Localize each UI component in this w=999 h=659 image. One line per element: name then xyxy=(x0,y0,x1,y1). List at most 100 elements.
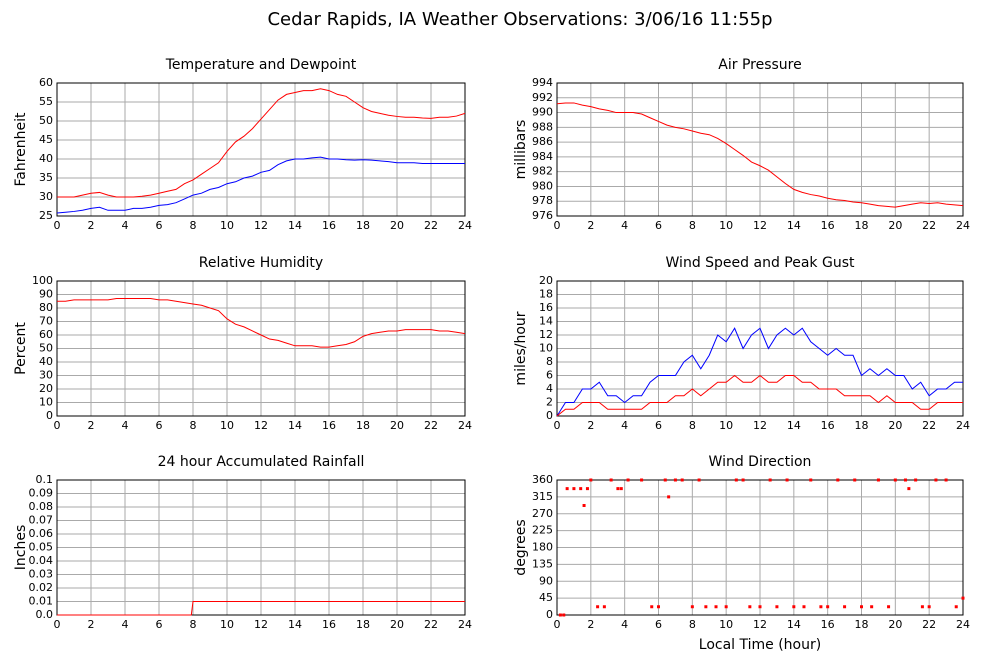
data-point xyxy=(792,605,796,609)
chart-title: Temperature and Dewpoint xyxy=(165,57,357,73)
chart-title: Wind Direction xyxy=(709,454,812,470)
x-tick-label: 8 xyxy=(190,219,197,232)
data-point xyxy=(768,478,772,482)
plot-frame xyxy=(556,479,964,616)
y-tick-label: 10 xyxy=(539,342,553,355)
chart-title: 24 hour Accumulated Rainfall xyxy=(158,454,365,470)
y-tick-label: 50 xyxy=(39,114,53,127)
x-tick-label: 10 xyxy=(719,419,733,432)
x-axis-label: Local Time (hour) xyxy=(699,637,821,653)
x-tick-label: 22 xyxy=(922,419,936,432)
data-line xyxy=(556,327,963,417)
x-tick-label: 2 xyxy=(88,618,95,631)
x-tick-label: 0 xyxy=(554,219,561,232)
x-tick-label: 12 xyxy=(753,618,767,631)
data-point xyxy=(579,487,583,491)
data-point xyxy=(704,605,708,609)
plot-frame xyxy=(556,280,964,417)
x-tick-label: 18 xyxy=(855,219,869,232)
data-point xyxy=(876,478,880,482)
data-point xyxy=(785,478,789,482)
y-tick-label: 50 xyxy=(39,342,53,355)
x-tick-label: 8 xyxy=(190,618,197,631)
y-tick-label: 978 xyxy=(532,194,553,207)
data-point xyxy=(853,478,857,482)
x-tick-label: 24 xyxy=(458,618,472,631)
x-tick-label: 6 xyxy=(156,618,163,631)
y-tick-label: 40 xyxy=(39,152,53,165)
data-point xyxy=(887,605,891,609)
x-tick-label: 4 xyxy=(621,219,628,232)
data-point xyxy=(562,613,566,617)
x-tick-label: 10 xyxy=(719,618,733,631)
y-tick-label: 360 xyxy=(532,473,553,486)
y-tick-label: 30 xyxy=(39,190,53,203)
x-tick-label: 0 xyxy=(54,618,61,631)
y-tick-label: 35 xyxy=(39,171,53,184)
x-tick-label: 10 xyxy=(220,618,234,631)
y-tick-label: 16 xyxy=(539,301,553,314)
data-point xyxy=(558,613,562,617)
x-tick-label: 18 xyxy=(356,618,370,631)
data-point xyxy=(714,605,718,609)
x-tick-label: 0 xyxy=(54,419,61,432)
x-tick-label: 12 xyxy=(753,219,767,232)
chart-title: Air Pressure xyxy=(718,57,801,73)
x-tick-label: 20 xyxy=(390,219,404,232)
y-tick-label: 0.02 xyxy=(29,581,54,594)
data-point xyxy=(914,478,918,482)
data-point xyxy=(775,605,779,609)
data-point xyxy=(961,596,965,600)
y-tick-label: 0.1 xyxy=(36,473,54,486)
y-tick-label: 20 xyxy=(539,274,553,287)
data-point xyxy=(934,478,938,482)
y-tick-label: 0.04 xyxy=(29,554,54,567)
y-tick-label: 986 xyxy=(532,135,553,148)
data-line xyxy=(556,374,963,417)
data-point xyxy=(585,487,589,491)
y-tick-label: 60 xyxy=(39,328,53,341)
data-point xyxy=(927,605,931,609)
y-tick-label: 0.07 xyxy=(29,514,54,527)
x-tick-label: 20 xyxy=(888,219,902,232)
page-title: Cedar Rapids, IA Weather Observations: 3… xyxy=(267,9,772,30)
y-tick-label: 100 xyxy=(32,274,53,287)
y-axis-label: millibars xyxy=(513,120,529,180)
y-tick-label: 315 xyxy=(532,490,553,503)
x-tick-label: 12 xyxy=(753,419,767,432)
x-tick-label: 20 xyxy=(390,618,404,631)
data-point xyxy=(680,478,684,482)
y-tick-label: 0.05 xyxy=(29,541,54,554)
x-tick-label: 14 xyxy=(288,219,302,232)
y-tick-label: 14 xyxy=(539,315,553,328)
y-tick-label: 80 xyxy=(39,301,53,314)
plot-frame xyxy=(56,479,466,616)
x-tick-label: 24 xyxy=(458,419,472,432)
x-tick-label: 8 xyxy=(689,618,696,631)
y-tick-label: 90 xyxy=(539,574,553,587)
data-point xyxy=(667,495,671,499)
x-tick-label: 24 xyxy=(956,219,970,232)
x-tick-label: 2 xyxy=(587,219,594,232)
y-tick-label: 55 xyxy=(39,95,53,108)
y-tick-label: 0 xyxy=(46,409,53,422)
data-point xyxy=(602,605,606,609)
data-point xyxy=(748,605,752,609)
y-tick-label: 10 xyxy=(39,396,53,409)
x-tick-label: 20 xyxy=(888,419,902,432)
x-tick-label: 16 xyxy=(821,219,835,232)
x-tick-label: 4 xyxy=(122,219,129,232)
data-point xyxy=(826,605,830,609)
y-tick-label: 0 xyxy=(546,608,553,621)
x-tick-label: 12 xyxy=(254,419,268,432)
chart-title: Relative Humidity xyxy=(199,255,323,271)
y-tick-label: 8 xyxy=(546,355,553,368)
y-tick-label: 6 xyxy=(546,369,553,382)
x-tick-label: 2 xyxy=(587,419,594,432)
y-tick-label: 225 xyxy=(532,524,553,537)
y-axis-label: Fahrenheit xyxy=(13,112,29,187)
y-tick-label: 0.01 xyxy=(29,595,54,608)
data-point xyxy=(609,478,613,482)
data-line xyxy=(57,298,466,348)
